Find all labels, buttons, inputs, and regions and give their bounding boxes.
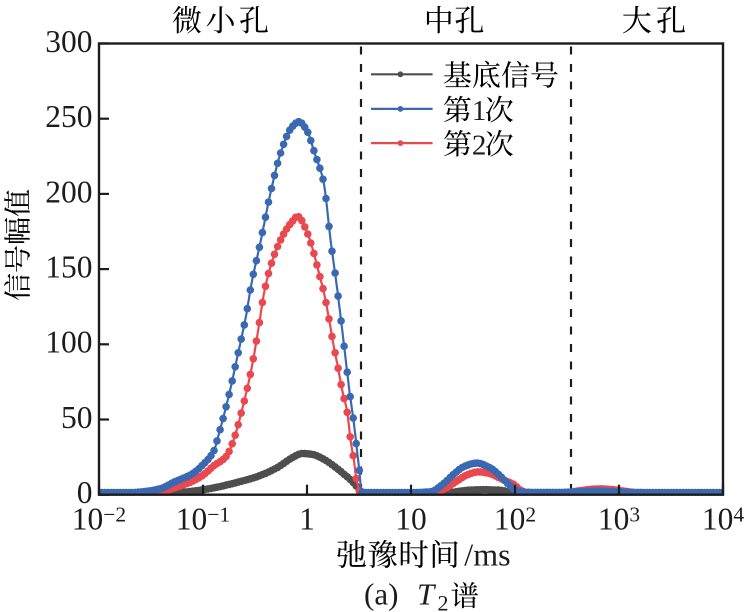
svg-text:2: 2 — [525, 503, 536, 527]
svg-text:100: 100 — [45, 325, 92, 360]
svg-text:10: 10 — [72, 502, 104, 537]
svg-text:2: 2 — [438, 591, 449, 612]
svg-text:300: 300 — [45, 24, 92, 59]
svg-text:10: 10 — [395, 502, 427, 537]
svg-text:10: 10 — [494, 502, 526, 537]
svg-text:150: 150 — [45, 250, 92, 285]
svg-text:200: 200 — [45, 174, 92, 209]
svg-text:250: 250 — [45, 99, 92, 134]
svg-text:1: 1 — [472, 95, 487, 127]
svg-text:10: 10 — [176, 502, 208, 537]
svg-text:/ms: /ms — [464, 537, 510, 573]
svg-text:T: T — [417, 577, 437, 612]
svg-text:3: 3 — [629, 503, 640, 527]
svg-text:2: 2 — [472, 129, 487, 161]
svg-text:1: 1 — [299, 502, 315, 537]
svg-text:50: 50 — [61, 400, 93, 435]
svg-text:10: 10 — [702, 502, 734, 537]
svg-text:10: 10 — [598, 502, 630, 537]
svg-text:0: 0 — [77, 475, 93, 510]
svg-text:−1: −1 — [207, 503, 230, 527]
svg-text:(a): (a) — [364, 577, 398, 612]
svg-text:4: 4 — [733, 503, 744, 527]
svg-text:−2: −2 — [103, 503, 126, 527]
